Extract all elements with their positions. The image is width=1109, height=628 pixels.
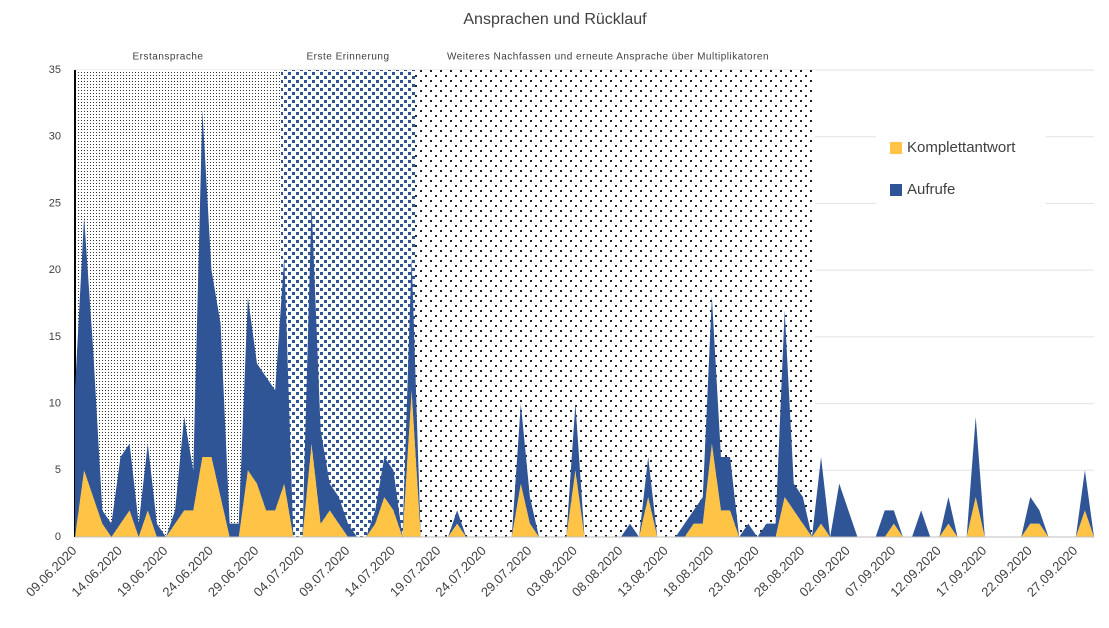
phase-label: Erste Erinnerung [306, 52, 389, 63]
y-tick-label: 35 [49, 64, 61, 76]
y-tick-label: 0 [55, 531, 61, 543]
legend-box [876, 122, 1046, 208]
chart-title: Ansprachen und Rücklauf [463, 11, 647, 28]
phase-label: Erstansprache [133, 52, 204, 63]
area [75, 110, 1094, 538]
y-tick-label: 25 [49, 197, 61, 209]
phase-band [281, 70, 415, 537]
phase-label: Weiteres Nachfassen und erneute Ansprach… [447, 52, 769, 63]
legend-label: Komplettantwort [907, 139, 1016, 156]
legend-label: Aufrufe [907, 181, 955, 198]
phase-band [415, 70, 815, 537]
y-tick-label: 10 [49, 397, 61, 409]
y-tick-label: 20 [49, 264, 61, 276]
legend-swatch [890, 142, 902, 154]
y-tick-label: 15 [49, 331, 61, 343]
area [75, 390, 1094, 537]
legend-swatch [890, 184, 902, 196]
y-tick-label: 5 [55, 464, 61, 476]
y-tick-label: 30 [49, 131, 61, 143]
